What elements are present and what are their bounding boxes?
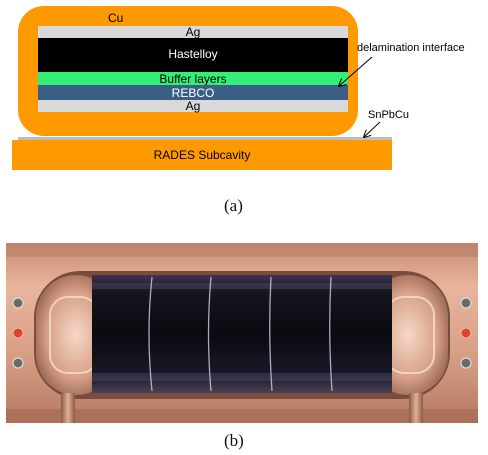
ag-top-label: Ag [185, 25, 201, 39]
right-post [409, 393, 423, 423]
screw-holes [12, 297, 472, 369]
subcavity-label: RADES Subcavity [153, 148, 251, 162]
cross-section-diagram: Cu Ag Hastelloy Buffer layers REBCO Ag R… [0, 0, 488, 185]
rebco-label: REBCO [171, 86, 215, 100]
delamination-arrow [339, 56, 373, 86]
left-post [61, 393, 75, 423]
silver-layer-bottom: Ag [38, 100, 348, 112]
solder-layer [18, 137, 392, 140]
hastelloy-label: Hastelloy [168, 47, 218, 61]
caption-a: (a) [224, 196, 243, 215]
subcavity-block: RADES Subcavity [12, 140, 392, 170]
tape-seams [148, 276, 333, 392]
rebco-layer: REBCO [38, 85, 348, 100]
ag-bottom-label: Ag [185, 99, 201, 113]
caption-b: (b) [224, 431, 244, 450]
silver-layer-top: Ag [38, 26, 348, 38]
buffer-layer: Buffer layers [38, 72, 348, 85]
hastelloy-layer: Hastelloy [38, 38, 348, 72]
snpbcu-label: SnPbCu [368, 109, 409, 121]
rebco-tape-region [92, 275, 392, 393]
photo-copper-cavity [6, 243, 478, 423]
buffer-label: Buffer layers [159, 72, 227, 86]
annotation-arrows [0, 56, 381, 185]
delamination-label: delamination interface [357, 42, 465, 54]
cu-label: Cu [108, 11, 124, 25]
snpbcu-arrow [364, 121, 381, 137]
